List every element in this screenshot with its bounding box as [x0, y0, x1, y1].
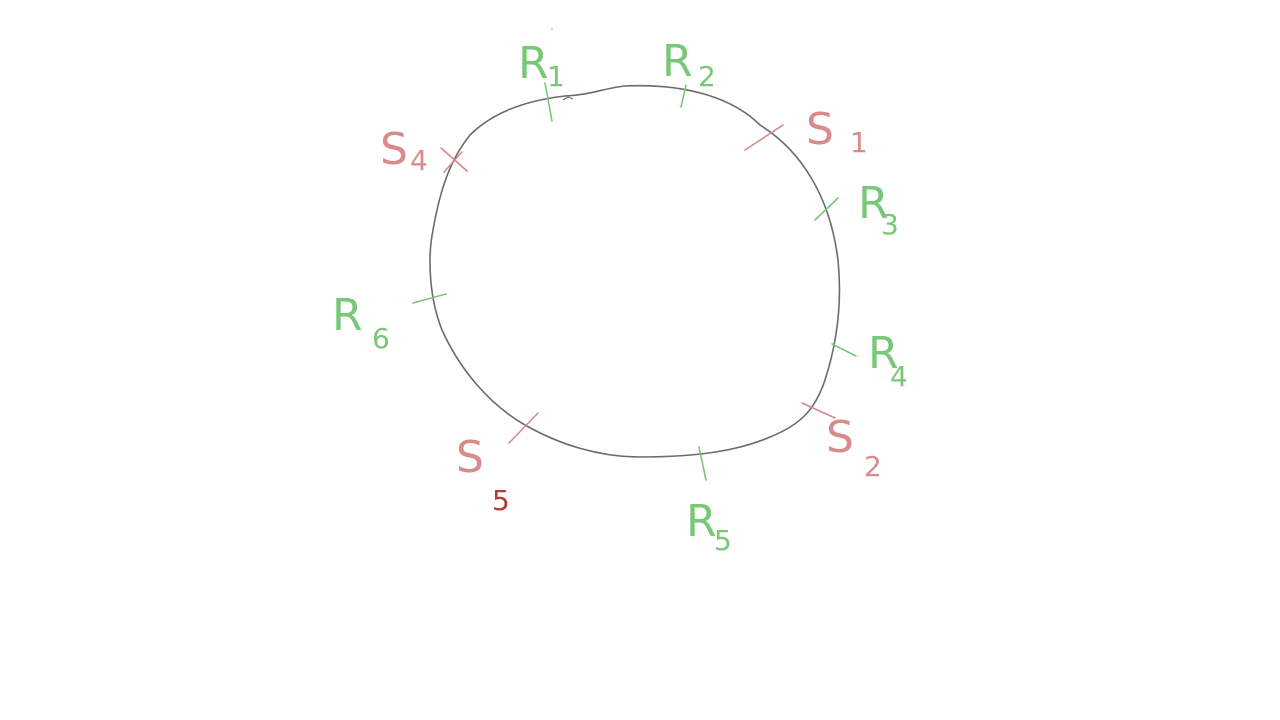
- label-s1-main: S: [806, 104, 834, 155]
- label-r3-main: R: [858, 178, 889, 229]
- label-s1-sub: 1: [850, 126, 868, 159]
- marker-s4: S 4: [380, 124, 468, 177]
- label-s2-sub: 2: [864, 450, 882, 483]
- label-s2-main: S: [826, 412, 854, 463]
- tick-s4-b: [443, 151, 463, 173]
- label-s5-main: S: [456, 432, 484, 483]
- tick-r2: [680, 84, 687, 108]
- tick-s2: [801, 402, 836, 419]
- label-s4-sub: 4: [410, 144, 428, 177]
- label-r6-main: R: [332, 290, 363, 341]
- stray-dot: [551, 28, 553, 30]
- tick-s5: [508, 412, 539, 444]
- label-r3-sub: 3: [881, 208, 899, 241]
- label-r5-main: R: [686, 496, 717, 547]
- marker-r5: R 5: [686, 446, 732, 557]
- tick-s4-a: [440, 147, 468, 172]
- marker-r3: R 3: [814, 178, 899, 241]
- tick-r4: [831, 343, 857, 357]
- marker-r6: R 6: [332, 290, 447, 355]
- label-r4-main: R: [868, 328, 899, 379]
- marker-r4: R 4: [831, 328, 908, 393]
- label-r1-sub: 1: [547, 60, 565, 93]
- ring-stroke-artifact: [562, 96, 574, 101]
- tick-r5: [698, 446, 707, 481]
- marker-s2: S 2: [801, 402, 882, 483]
- marker-s1: S 1: [744, 104, 868, 159]
- label-r5-sub: 5: [714, 524, 732, 557]
- marker-s5: S 5: [456, 412, 539, 517]
- label-s5-sub: 5: [492, 484, 510, 517]
- label-s4-main: S: [380, 124, 408, 175]
- label-r2-main: R: [662, 36, 693, 87]
- marker-r1: R 1: [518, 38, 565, 122]
- tick-r6: [412, 293, 447, 304]
- label-r1-main: R: [518, 38, 549, 89]
- tick-r3: [814, 197, 839, 221]
- label-r4-sub: 4: [890, 360, 908, 393]
- label-r6-sub: 6: [372, 322, 390, 355]
- label-r2-sub: 2: [698, 60, 716, 93]
- tick-s1: [744, 124, 784, 151]
- tick-r1: [544, 82, 553, 122]
- hash-ring-circle: [429, 84, 841, 458]
- marker-r2: R 2: [662, 36, 716, 108]
